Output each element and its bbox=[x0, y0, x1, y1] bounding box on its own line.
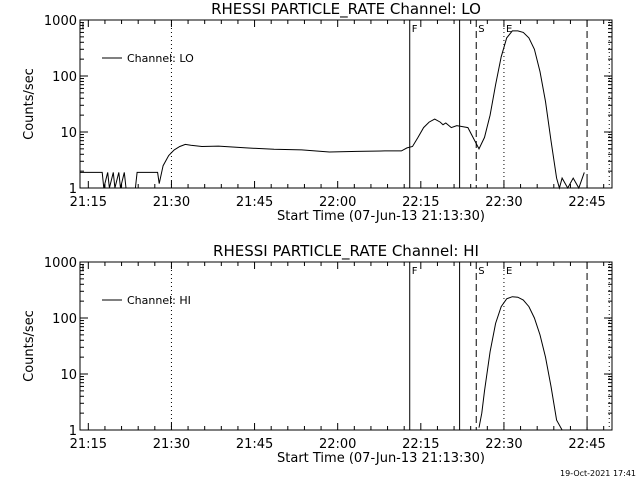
y-tick-label: 1 bbox=[69, 182, 77, 197]
chart-panel-lo: RHESSI PARTICLE_RATE Channel: LO 1 10 100 10… bbox=[22, 0, 613, 224]
x-tick-label: 21:45 bbox=[236, 437, 273, 452]
event-marker-label: S bbox=[478, 24, 484, 35]
x-tick-label: 21:15 bbox=[70, 437, 107, 452]
chart-title: RHESSI PARTICLE_RATE Channel: LO bbox=[211, 0, 481, 19]
x-tick-label: 21:45 bbox=[236, 195, 273, 210]
x-tick-label: 22:45 bbox=[568, 195, 605, 210]
x-tick-label: 21:30 bbox=[153, 195, 190, 210]
plot-frame bbox=[79, 261, 613, 431]
series-line bbox=[478, 296, 563, 431]
footer-timestamp: 19-Oct-2021 17:41 bbox=[560, 469, 636, 478]
y-tick-label: 10 bbox=[60, 368, 77, 383]
legend-label: Channel: LO bbox=[127, 52, 194, 65]
x-tick-label: 22:45 bbox=[568, 437, 605, 452]
event-marker-label: E bbox=[506, 266, 512, 277]
x-tick-label: 21:30 bbox=[153, 437, 190, 452]
y-axis-label: Counts/sec bbox=[22, 310, 37, 382]
series-line bbox=[80, 30, 585, 190]
y-tick-label: 100 bbox=[52, 312, 77, 327]
x-axis-label: Start Time (07-Jun-13 21:13:30) bbox=[277, 209, 485, 224]
legend-label: Channel: HI bbox=[127, 294, 191, 307]
event-marker-label: S bbox=[478, 266, 484, 277]
x-axis-label: Start Time (07-Jun-13 21:13:30) bbox=[277, 451, 485, 466]
x-tick-label: 21:15 bbox=[70, 195, 107, 210]
x-tick-label: 22:00 bbox=[319, 195, 356, 210]
y-axis-label: Counts/sec bbox=[22, 68, 37, 140]
y-tick-label: 1 bbox=[69, 424, 77, 439]
y-tick-label: 100 bbox=[52, 70, 77, 85]
x-tick-label: 22:15 bbox=[402, 195, 439, 210]
chart-title: RHESSI PARTICLE_RATE Channel: HI bbox=[213, 242, 479, 261]
y-tick-label: 1000 bbox=[44, 14, 77, 29]
event-marker-label: F bbox=[412, 266, 418, 277]
plot-frame bbox=[79, 19, 613, 189]
y-tick-label: 1000 bbox=[44, 256, 77, 271]
x-tick-label: 22:00 bbox=[319, 437, 356, 452]
chart-panel-hi: RHESSI PARTICLE_RATE Channel: HI 1 10 100 10… bbox=[22, 242, 613, 466]
x-tick-label: 22:30 bbox=[485, 195, 522, 210]
event-marker-label: E bbox=[506, 24, 512, 35]
x-tick-label: 22:30 bbox=[485, 437, 522, 452]
event-marker-label: F bbox=[412, 24, 418, 35]
y-tick-label: 10 bbox=[60, 126, 77, 141]
x-tick-label: 22:15 bbox=[402, 437, 439, 452]
